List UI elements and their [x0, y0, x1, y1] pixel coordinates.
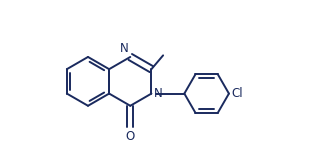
Text: O: O — [126, 130, 135, 142]
Text: Cl: Cl — [231, 87, 243, 100]
Text: N: N — [120, 42, 129, 55]
Text: N: N — [154, 87, 162, 100]
